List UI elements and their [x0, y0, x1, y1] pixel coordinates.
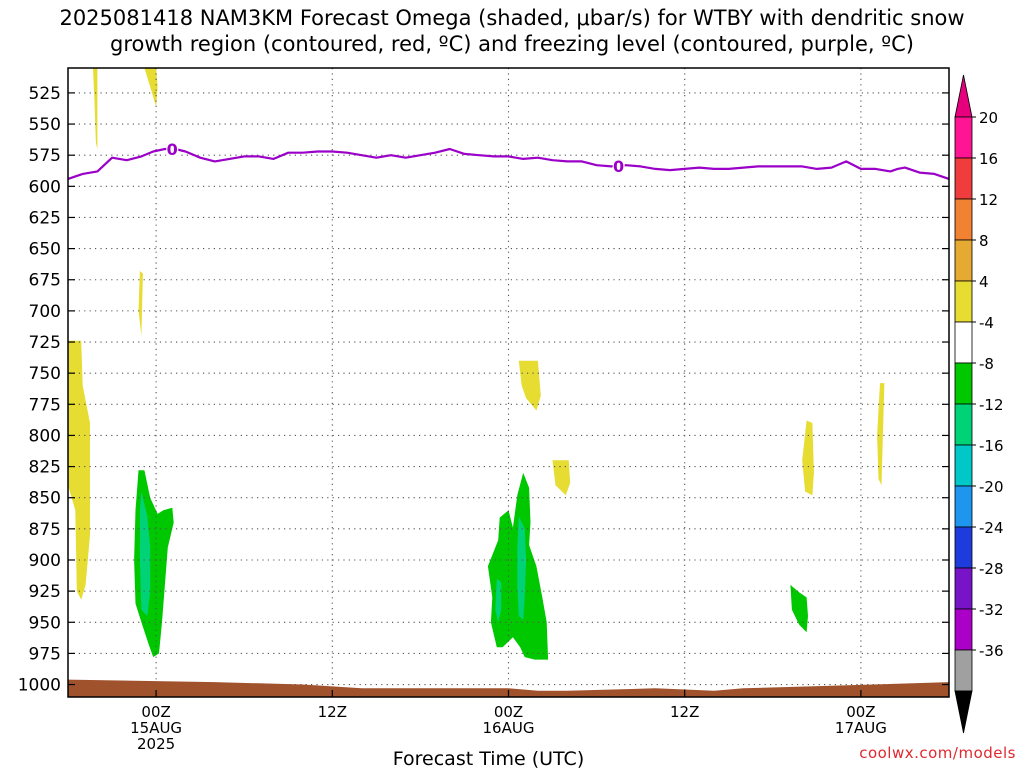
colorbar-segment: [954, 239, 973, 282]
y-tick-label: 700: [29, 302, 61, 322]
omega-region: [790, 584, 808, 633]
surface-band: [68, 679, 949, 697]
x-axis-title: Forecast Time (UTC): [393, 748, 584, 768]
colorbar-segment: [954, 403, 973, 446]
colorbar-segment: [954, 321, 973, 364]
colorbar-label: -24: [979, 519, 1004, 537]
colorbar-label: -20: [979, 478, 1004, 496]
colorbar-label: -28: [979, 560, 1004, 578]
colorbar-segment: [954, 608, 973, 651]
y-tick-label: 950: [29, 613, 61, 633]
y-tick-label: 850: [29, 489, 61, 509]
y-tick-label: 600: [29, 177, 61, 197]
y-tick-label: 875: [29, 520, 61, 540]
y-tick-label: 525: [29, 84, 61, 104]
y-tick-label: 750: [29, 364, 61, 384]
colorbar-segment: [954, 649, 973, 692]
colorbar-label: -16: [979, 437, 1004, 455]
omega-region: [495, 578, 502, 623]
y-tick-label: 625: [29, 208, 61, 228]
omega-region: [68, 340, 90, 600]
y-tick-label: 925: [29, 582, 61, 602]
surface-terrain: [68, 679, 949, 697]
chart-title-line-2: growth region (contoured, red, ºC) and f…: [110, 32, 914, 56]
colorbar-segment: [954, 198, 973, 241]
colorbar-label: 20: [979, 109, 998, 127]
x-tick-label: 2025: [137, 735, 175, 753]
omega-region: [144, 68, 158, 107]
x-tick-label: 17AUG: [835, 719, 887, 737]
y-tick-label: 825: [29, 458, 61, 478]
freezing-level-line: [67, 147, 950, 180]
omega-region: [138, 271, 143, 336]
colorbar-label: -8: [979, 355, 994, 373]
freezing-label-bg: [166, 140, 179, 157]
omega-region: [802, 420, 814, 496]
colorbar-label: -32: [979, 601, 1004, 619]
colorbar-label: -12: [979, 396, 1004, 414]
colorbar-segment: [954, 157, 973, 200]
colorbar-segment: [954, 567, 973, 610]
omega-region: [877, 383, 885, 486]
colorbar-segment: [954, 485, 973, 528]
x-tick-label: 16AUG: [483, 719, 535, 737]
x-tick-label: 00Z: [141, 703, 170, 721]
y-tick-label: 800: [29, 426, 61, 446]
freezing-level-label: 0: [167, 140, 178, 159]
colorbar-segment: [954, 116, 973, 159]
chart-title-line-1: 2025081418 NAM3KM Forecast Omega (shaded…: [59, 6, 965, 30]
y-tick-label: 725: [29, 333, 61, 353]
freezing-label-bg: [612, 157, 625, 174]
omega-region: [93, 68, 98, 149]
colorbar-label: 8: [979, 232, 989, 250]
colorbar-segment: [954, 444, 973, 487]
x-tick-label: 00Z: [846, 703, 875, 721]
colorbar: 20 16 12 8 4 -4 -8 -12 -16 -20 -24 -28 -32 -36: [954, 74, 1004, 734]
y-tick-label: 1000: [18, 676, 61, 696]
colorbar-label: -36: [979, 642, 1004, 660]
x-tick-label: 12Z: [318, 703, 347, 721]
colorbar-label: 16: [979, 150, 998, 168]
colorbar-segment: [954, 526, 973, 569]
y-axis: 525 550 575 600 625 650 675 700 725 750 775 800 825 8…: [18, 84, 949, 696]
freezing-level-contour: 00: [67, 140, 950, 180]
y-tick-label: 650: [29, 240, 61, 260]
y-tick-label: 775: [29, 395, 61, 415]
y-tick-label: 675: [29, 271, 61, 291]
omega-region: [552, 460, 571, 496]
x-tick-label: 15AUG: [130, 719, 182, 737]
x-tick-label: 00Z: [494, 703, 523, 721]
colorbar-top-arrow: [954, 74, 973, 118]
colorbar-segment: [954, 280, 973, 323]
y-tick-label: 975: [29, 644, 61, 664]
freezing-level-label: 0: [613, 157, 624, 176]
colorbar-segment: [954, 362, 973, 405]
credit-text: coolwx.com/models: [859, 744, 1016, 762]
omega-region: [518, 360, 541, 411]
grid-lines: [68, 68, 949, 697]
y-tick-label: 900: [29, 551, 61, 571]
colorbar-label: -4: [979, 314, 994, 332]
omega-region: [517, 516, 527, 620]
x-tick-label: 12Z: [670, 703, 699, 721]
colorbar-label: 4: [979, 273, 989, 291]
omega-region: [139, 491, 151, 616]
colorbar-bottom-arrow: [954, 690, 973, 734]
y-tick-label: 575: [29, 146, 61, 166]
colorbar-label: 12: [979, 191, 998, 209]
y-tick-label: 550: [29, 115, 61, 135]
